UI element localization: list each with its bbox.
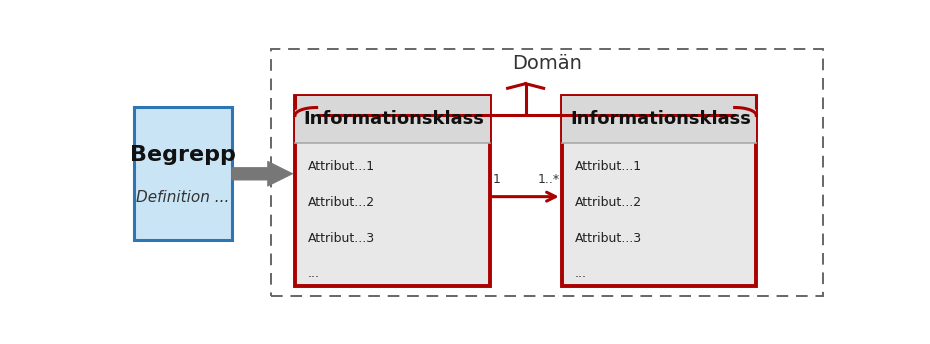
Text: 1..*: 1..* <box>538 173 560 186</box>
Text: Informationsklass: Informationsklass <box>570 110 751 128</box>
Text: Attribut...1: Attribut...1 <box>575 160 642 173</box>
Text: Attribut...3: Attribut...3 <box>575 232 642 245</box>
Text: 1: 1 <box>493 173 500 186</box>
Text: Informationsklass: Informationsklass <box>303 110 485 128</box>
Bar <box>562 96 756 143</box>
Text: Attribut...1: Attribut...1 <box>308 160 375 173</box>
Bar <box>562 96 756 286</box>
Text: Attribut...3: Attribut...3 <box>308 232 375 245</box>
Bar <box>295 96 489 143</box>
Text: Attribut...2: Attribut...2 <box>308 196 375 209</box>
Text: Begrepp: Begrepp <box>130 145 236 165</box>
Bar <box>295 96 489 286</box>
Polygon shape <box>232 161 293 186</box>
Text: ...: ... <box>575 267 587 280</box>
Text: Definition ...: Definition ... <box>136 190 230 205</box>
Bar <box>134 107 232 240</box>
Text: ...: ... <box>308 267 320 280</box>
Bar <box>272 49 822 295</box>
Text: Domän: Domän <box>512 54 582 73</box>
Text: Attribut...2: Attribut...2 <box>575 196 642 209</box>
